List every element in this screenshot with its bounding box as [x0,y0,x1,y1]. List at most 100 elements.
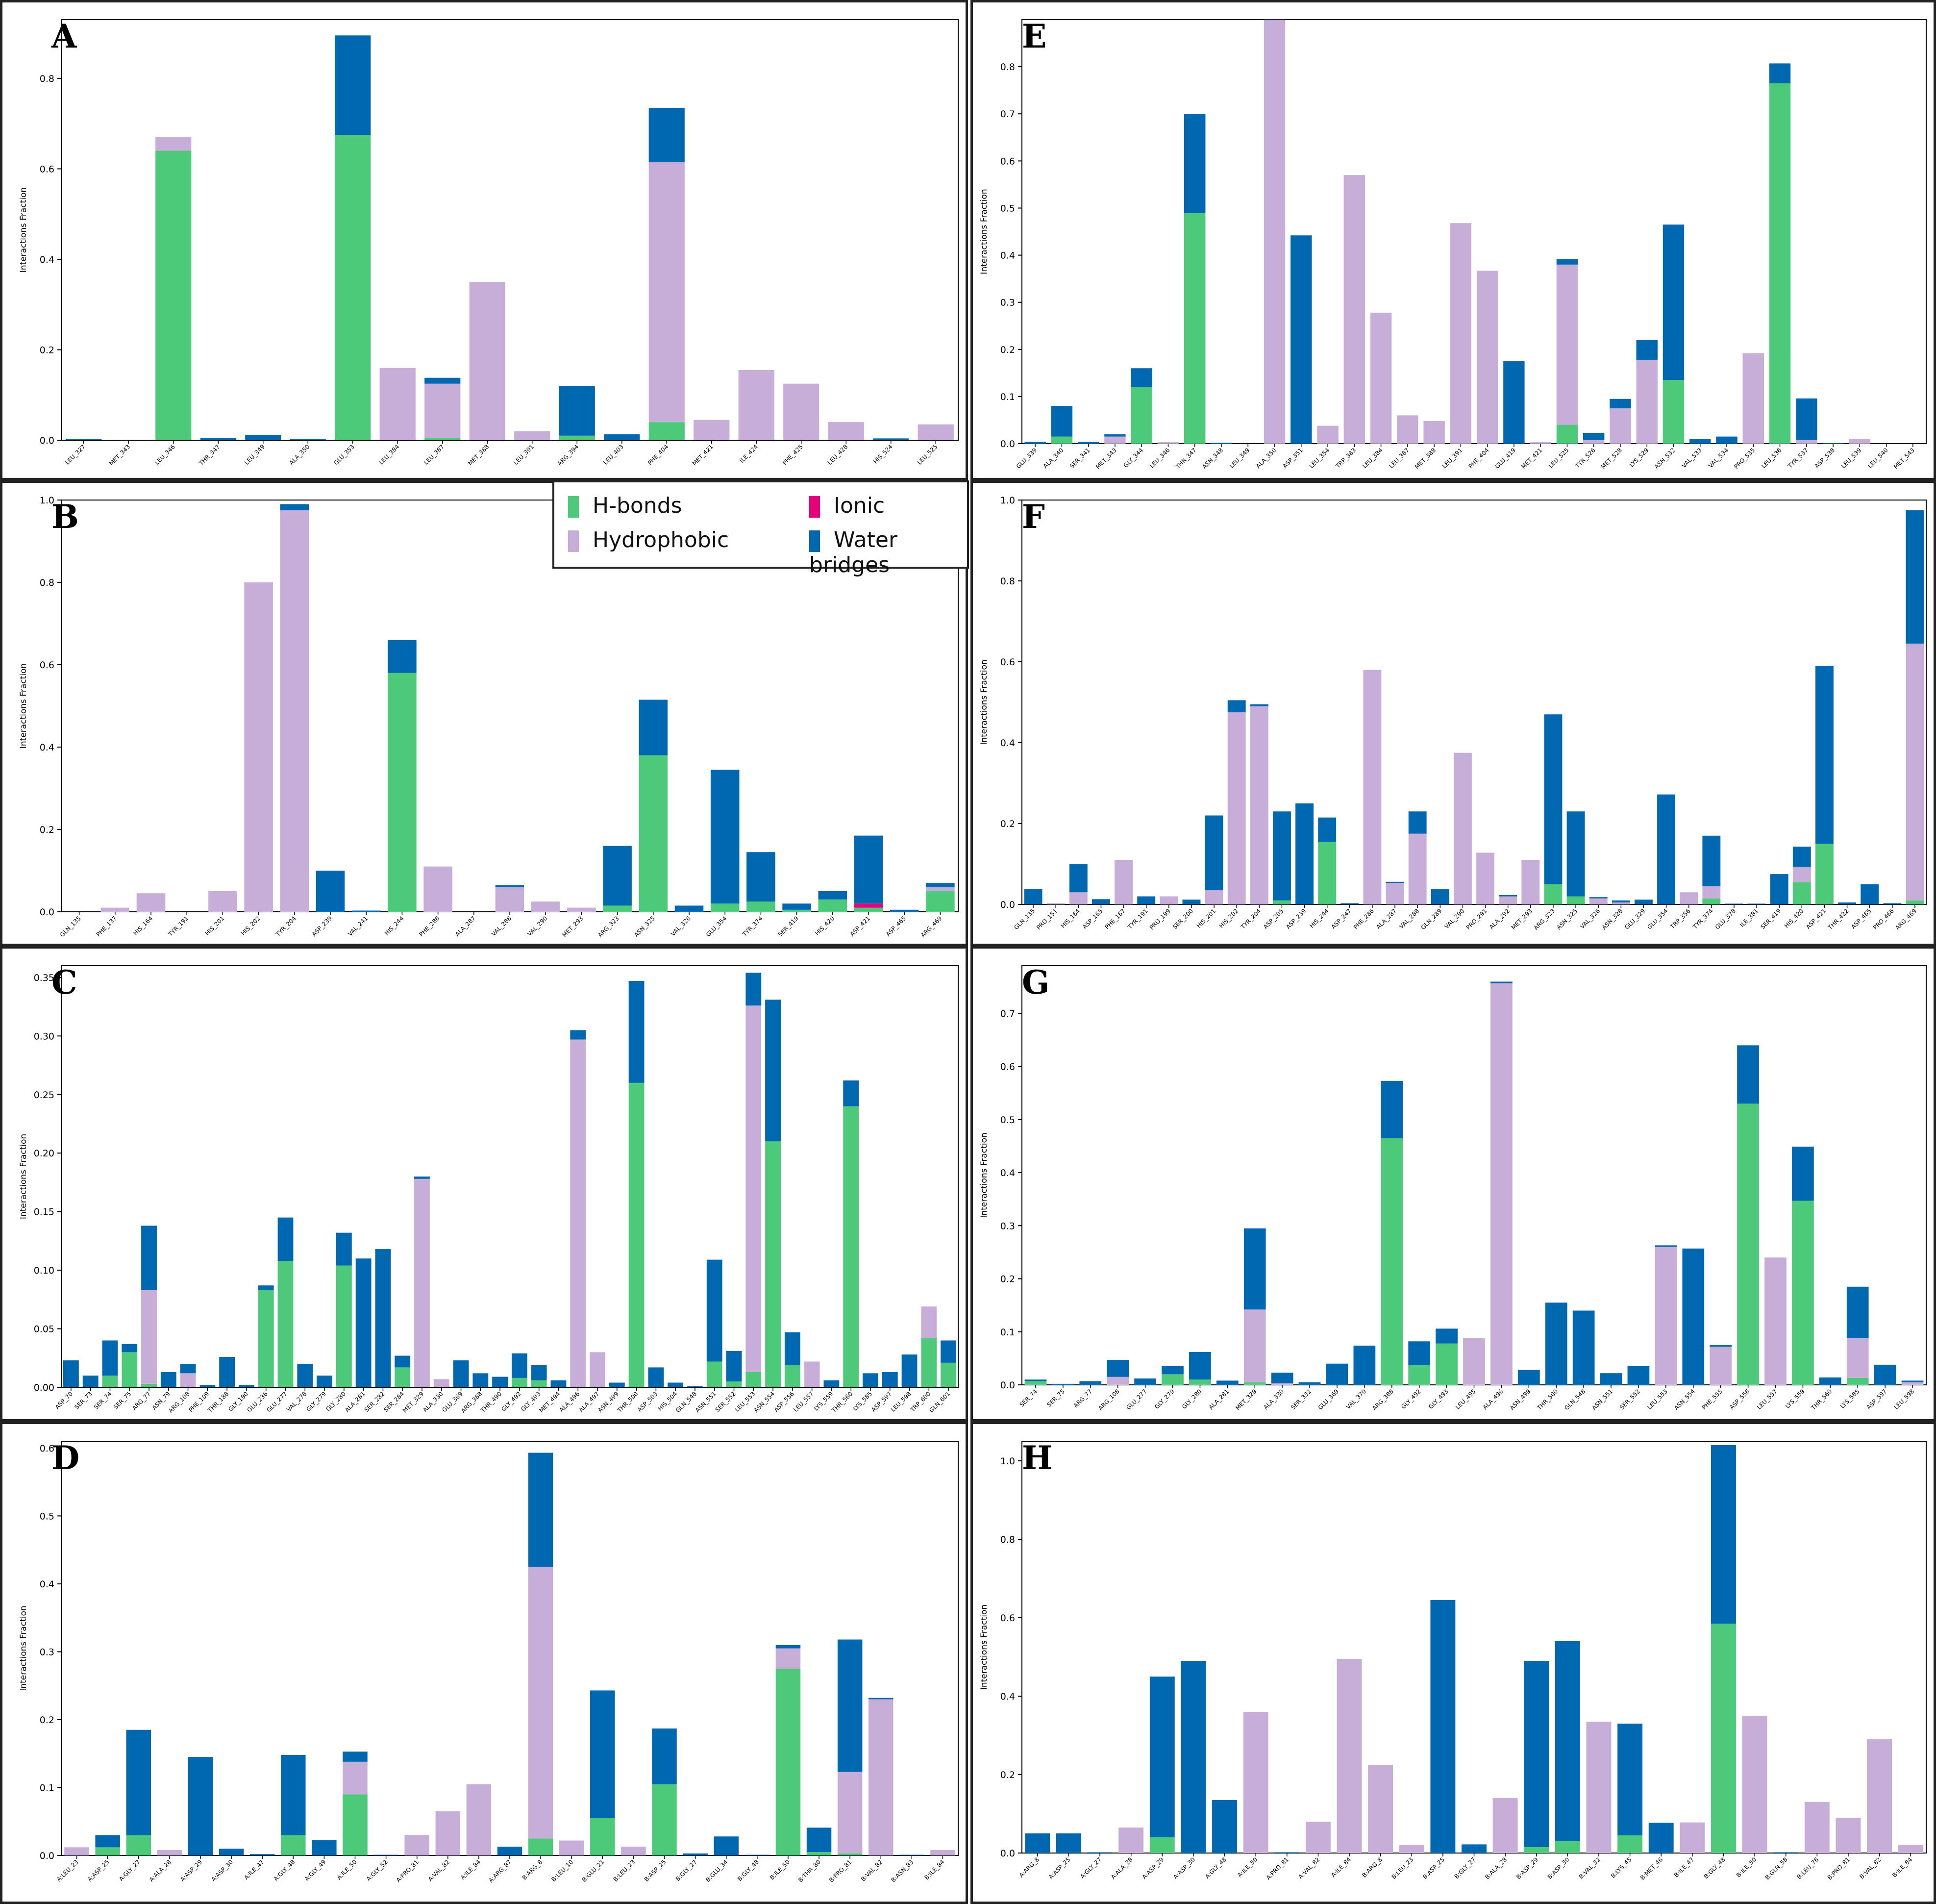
bar-hbonds [141,1383,157,1387]
bar-hbonds [1272,900,1291,904]
bar-hydrophobic [570,1039,586,1387]
x-tick-label: GLN_289 [1419,907,1443,931]
bar-hydrophobic [694,420,730,440]
chart-svg-e: 0.0 0.1 0.2 0.3 0.4 0.5 0.6 0.7 0.8 Interactions … [979,17,1927,471]
bar-water [745,973,762,1006]
bar-hydrophobic [828,422,864,440]
bar-hydrophobic [1423,421,1445,444]
bar-hydrophobic [514,431,550,440]
chart-svg-h: 0.0 0.2 0.4 0.6 0.8 1.0 Interactions Fraction H… [979,1439,1927,1881]
bar-water [1149,1677,1175,1837]
bar-water [837,1639,863,1772]
x-tick-label: TRP_356 [1669,907,1692,930]
x-tick-label: ASN_325 [633,915,656,938]
bar-water [82,1376,99,1387]
bar-hydrophobic [100,907,130,912]
bar-hbonds [531,1380,547,1387]
x-tick-label: GLY_492 [500,1390,522,1413]
bar-water [453,1360,469,1387]
bar-hbonds [95,1847,120,1855]
bar-water [823,1380,840,1387]
bar-water [1107,1360,1129,1377]
y-tick-label: 0.4 [1000,738,1015,749]
bar-hydrophobic [424,383,461,438]
bar-water [1747,903,1766,904]
bar-water [1272,811,1291,901]
x-tick-label: LEU_327 [64,443,87,466]
x-tick-label: MET_494 [538,1390,561,1414]
x-tick-label: A:GLY_27 [1079,1856,1103,1880]
bar-hydrophobic [590,1352,605,1387]
x-tick-label: LYS_585 [1839,1388,1861,1410]
x-tick-label: B:ASP_25 [643,1858,668,1883]
bar-hydrophobic [1397,415,1418,444]
bar-water [395,1355,411,1368]
bar-water [1104,434,1126,437]
x-tick-label: ASP_70 [54,1390,74,1410]
bar-hbonds [1051,436,1073,444]
x-tick-label: GLY_280 [1181,1388,1203,1410]
x-tick-label: HIS_420 [814,915,836,937]
bar-water [497,1846,522,1855]
x-tick-label: LYS_529 [1628,447,1650,469]
bar-water [746,852,775,902]
bar-hydrophobic [926,887,955,891]
bar-hydrophobic [1107,1377,1129,1385]
bar-water [511,1353,527,1378]
x-tick-label: B:ASN_83 [890,1858,915,1883]
bar-water [1711,1445,1736,1624]
x-tick-label: A:ASP_25 [1047,1856,1072,1880]
chart-svg-a: 0.0 0.2 0.4 0.6 0.8 Interactions Fraction A LEU… [19,17,959,467]
y-tick-label: 0.1 [40,1782,54,1793]
y-tick-label: 0.6 [40,660,54,671]
x-tick-label: SER_74 [93,1390,113,1411]
bar-water [1792,847,1811,867]
bar-water [245,434,281,440]
y-tick-label: 0.7 [1000,109,1015,120]
chart-svg-d: 0.0 0.1 0.2 0.3 0.4 0.5 0.6 Interactions Fracti… [19,1439,959,1884]
bar-hbonds [745,1372,762,1387]
x-tick-label: ASP_239 [1285,907,1308,930]
x-tick-label: ARG_108 [1097,1388,1121,1412]
bar-water [219,1356,235,1387]
bar-water [1792,1147,1814,1201]
bar-water [706,1259,722,1362]
x-tick-label: ALA_281 [1208,1388,1231,1411]
bar-water [1600,1373,1622,1385]
x-tick-label: THR_188 [206,1390,230,1414]
bar-water [901,1354,918,1387]
x-tick-label: ASN_328 [1601,907,1624,931]
bar-hbonds [388,673,417,912]
bar-water [126,1729,151,1835]
bar-hydrophobic [180,1373,196,1387]
bar-hydrophobic [1836,1818,1861,1853]
bar-water [1499,895,1517,897]
x-tick-label: GLU_378 [1714,907,1737,930]
x-tick-label: GLY_493 [1427,1388,1450,1410]
x-tick-label: PRO_466 [1872,907,1895,931]
bar-hydrophobic [1368,1765,1393,1853]
bar-water [1906,510,1924,644]
x-tick-label: SER_75 [112,1390,133,1411]
bar-water [628,981,645,1083]
y-tick-label: 0.00 [34,1382,54,1393]
bar-hydrophobic [1742,353,1764,444]
x-tick-label: MET_543 [1892,447,1916,470]
x-tick-label: A:VAL_82 [1297,1856,1321,1880]
y-tick-label: 0.4 [1000,1691,1015,1702]
bar-water [531,1365,547,1380]
x-tick-label: VAL_290 [526,915,548,937]
bar-hbonds [102,1376,118,1387]
x-tick-label: LEU_540 [1866,447,1889,470]
bar-hbonds [1243,1382,1266,1385]
x-tick-label: MET_293 [561,915,584,938]
x-tick-label: ASP_247 [1330,907,1353,930]
y-tick-label: 1.0 [1000,495,1015,506]
bar-hydrophobic [1655,1247,1677,1385]
x-tick-label: SER_419 [777,915,800,938]
x-tick-label: LEU_387 [1388,447,1411,470]
bar-water [1079,1381,1102,1385]
x-tick-label: ASP_465 [1850,907,1873,930]
panel-label: B [51,498,79,536]
x-tick-label: THR_347 [1174,447,1198,471]
